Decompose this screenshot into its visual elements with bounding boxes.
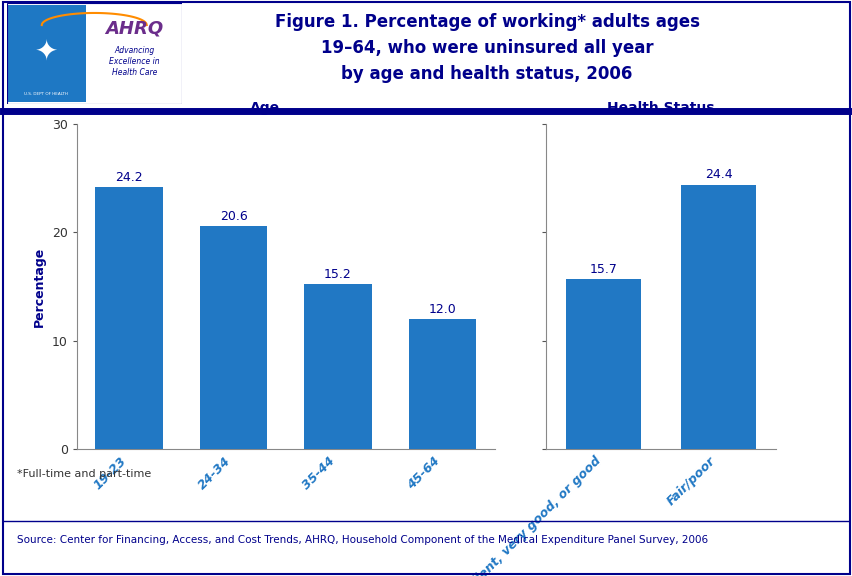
Text: *Full-time and part-time: *Full-time and part-time [17,469,151,479]
Text: Source: Center for Financing, Access, and Cost Trends, AHRQ, Household Component: Source: Center for Financing, Access, an… [17,535,707,544]
Bar [95,187,163,449]
Text: 20.6: 20.6 [219,210,247,222]
Bar [566,279,640,449]
Text: 12.0: 12.0 [428,303,456,316]
Text: ✦: ✦ [34,37,58,65]
Text: Age: Age [250,101,279,115]
Bar [7,5,85,101]
Bar [681,184,755,449]
Bar [199,226,268,449]
Bar [303,285,371,449]
Text: Health Status: Health Status [607,101,714,115]
Text: AHRQ: AHRQ [106,19,164,37]
Bar [408,319,476,449]
Text: Figure 1. Percentage of working* adults ages
19–64, who were uninsured all year
: Figure 1. Percentage of working* adults … [274,13,699,84]
Y-axis label: Percentage: Percentage [33,247,46,327]
Text: 24.2: 24.2 [115,170,142,184]
Text: Advancing
Excellence in
Health Care: Advancing Excellence in Health Care [109,46,159,77]
Text: U.S. DEPT OF HEALTH: U.S. DEPT OF HEALTH [24,92,68,96]
Text: 15.2: 15.2 [324,268,352,281]
Text: 15.7: 15.7 [589,263,617,276]
Text: 24.4: 24.4 [704,168,732,181]
